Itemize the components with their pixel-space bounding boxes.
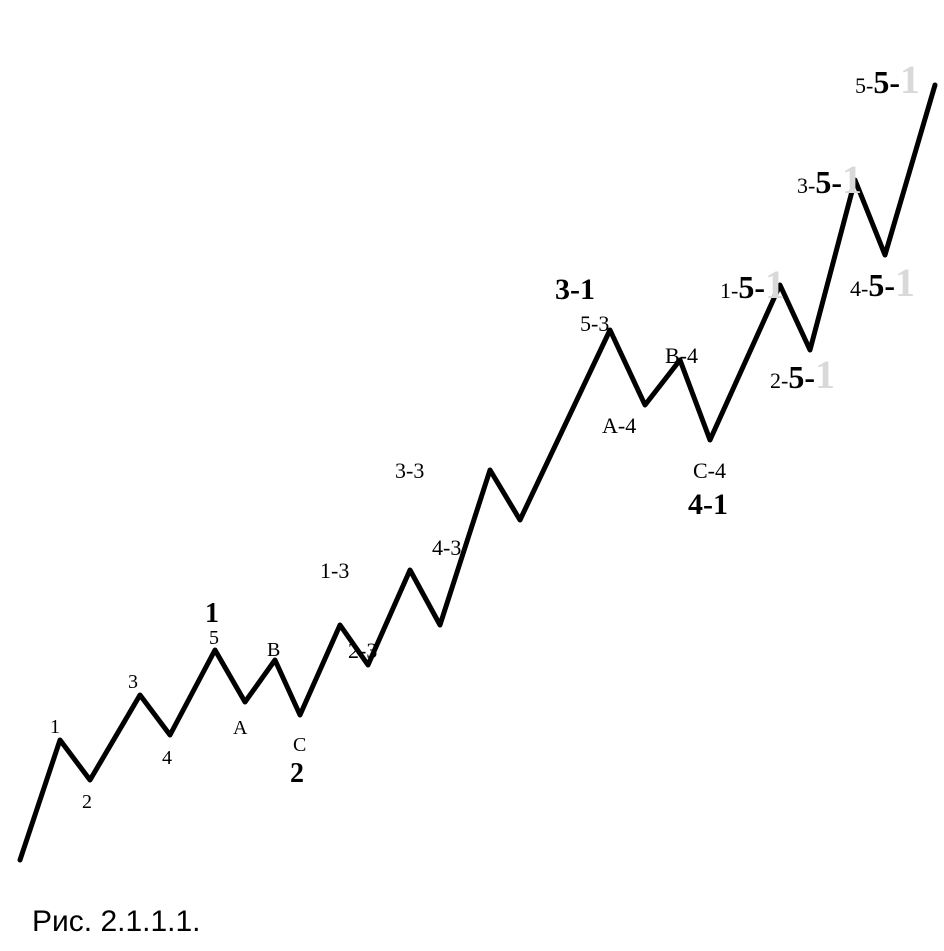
wave-label-23: 4-5-1 bbox=[850, 263, 915, 303]
wave-label-0: 1 bbox=[50, 717, 60, 737]
wave-label-11: 2-3 bbox=[348, 640, 377, 662]
wave-label-2: 3 bbox=[128, 672, 138, 692]
wave-label-14: 5-3 bbox=[580, 313, 609, 335]
wave-label-16: A-4 bbox=[602, 415, 636, 437]
wave-label-1: 2 bbox=[82, 792, 92, 812]
wave-label-18: C-4 bbox=[693, 460, 726, 482]
wave-label-5: 1 bbox=[205, 600, 219, 628]
wave-label-24: 5-5-1 bbox=[855, 60, 920, 100]
wave-label-3: 4 bbox=[162, 748, 172, 768]
wave-label-15: 3-1 bbox=[555, 275, 595, 305]
wave-label-12: 3-3 bbox=[395, 460, 424, 482]
wave-label-6: A bbox=[233, 718, 247, 738]
wave-label-8: C bbox=[293, 735, 306, 755]
figure-caption: Рис. 2.1.1.1. bbox=[32, 905, 201, 939]
wave-label-10: 1-3 bbox=[320, 560, 349, 582]
diagram-stage: 123451ABC21-32-33-34-35-33-1A-4B-4C-44-1… bbox=[0, 0, 944, 951]
wave-label-13: 4-3 bbox=[432, 537, 461, 559]
wave-label-7: B bbox=[267, 640, 280, 660]
wave-label-17: B-4 bbox=[665, 345, 698, 367]
wave-label-20: 1-5-1 bbox=[720, 265, 785, 305]
wave-label-22: 3-5-1 bbox=[797, 160, 862, 200]
wave-path-svg bbox=[0, 0, 944, 951]
wave-polyline bbox=[20, 85, 935, 860]
wave-label-4: 5 bbox=[209, 628, 219, 648]
wave-label-21: 2-5-1 bbox=[770, 355, 835, 395]
wave-label-9: 2 bbox=[290, 760, 304, 788]
wave-label-19: 4-1 bbox=[688, 490, 728, 520]
